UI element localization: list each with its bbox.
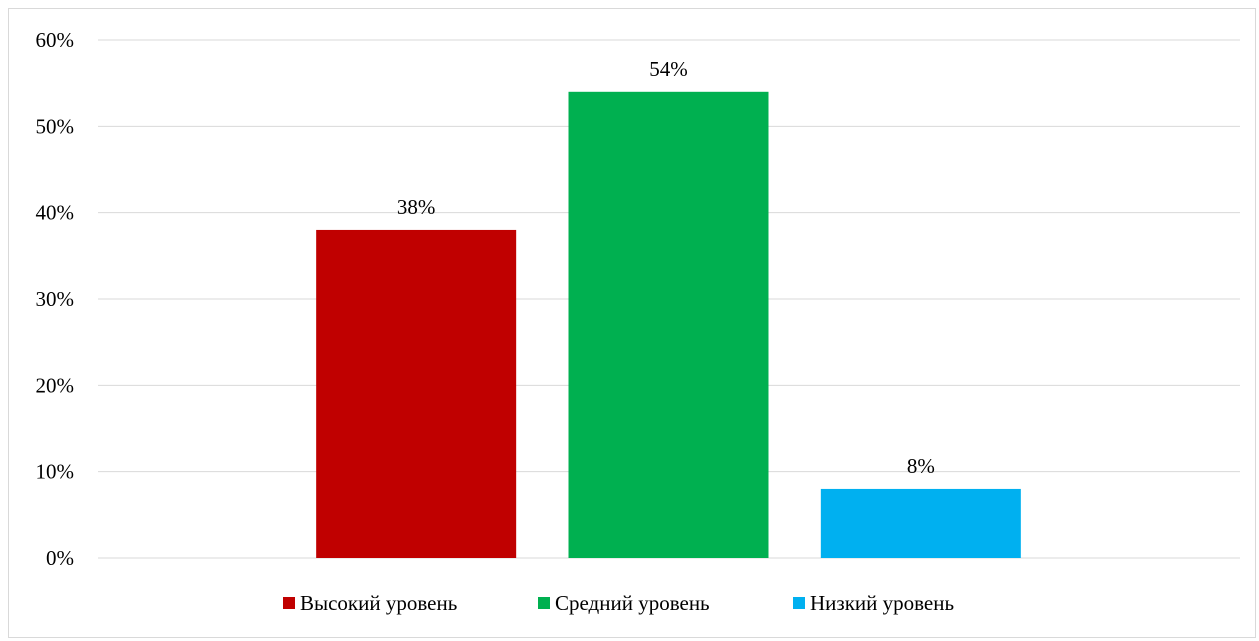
y-tick-label: 50% [36,114,75,138]
y-tick-label: 60% [36,28,75,52]
legend-swatch [538,597,550,609]
y-tick-label: 40% [36,201,75,225]
legend-label: Высокий уровень [300,591,457,615]
y-axis-ticks: 0% 10% 20% 30% 40% 50% 60% [36,28,75,570]
legend-label: Средний уровень [555,591,710,615]
y-tick-label: 30% [36,287,75,311]
legend-swatch [283,597,295,609]
bar [316,229,517,558]
data-label: 54% [649,57,688,81]
bars [316,91,1021,559]
legend-label: Низкий уровень [810,591,954,615]
y-tick-label: 0% [46,546,74,570]
data-label: 8% [907,454,935,478]
y-tick-label: 20% [36,373,75,397]
legend-swatch [793,597,805,609]
bar [568,91,769,559]
y-tick-label: 10% [36,460,75,484]
legend: Высокий уровень Средний уровень Низкий уро… [283,591,954,615]
bar [820,488,1021,558]
data-label: 38% [397,195,436,219]
data-labels: 38% 54% 8% [397,57,935,478]
